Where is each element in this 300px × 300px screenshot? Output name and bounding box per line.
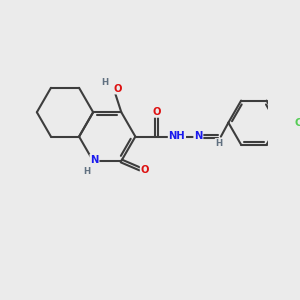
- Text: H: H: [215, 139, 223, 148]
- Text: Cl: Cl: [294, 118, 300, 128]
- Text: O: O: [152, 107, 160, 117]
- Text: O: O: [141, 165, 149, 176]
- Text: H: H: [102, 78, 109, 87]
- Text: H: H: [83, 167, 90, 176]
- Text: N: N: [194, 131, 202, 141]
- Text: NH: NH: [169, 131, 185, 141]
- Text: O: O: [113, 84, 122, 94]
- Text: N: N: [90, 154, 99, 165]
